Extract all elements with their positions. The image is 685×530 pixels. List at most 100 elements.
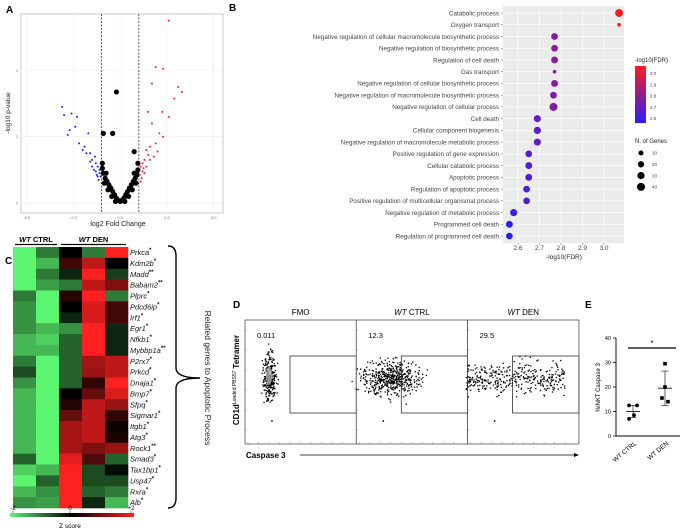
heatmap-cell xyxy=(82,399,106,411)
event xyxy=(469,381,472,383)
event xyxy=(271,361,273,363)
event xyxy=(398,395,400,397)
event xyxy=(393,369,395,371)
event xyxy=(542,385,544,387)
heatmap-cell xyxy=(36,399,60,411)
event xyxy=(268,351,270,353)
event xyxy=(275,374,277,376)
event xyxy=(494,381,497,383)
event xyxy=(394,378,396,381)
event xyxy=(391,374,393,377)
event xyxy=(362,371,365,373)
event xyxy=(373,375,375,377)
event xyxy=(521,368,523,371)
event xyxy=(380,391,382,393)
event xyxy=(391,370,393,373)
event xyxy=(409,369,411,371)
event xyxy=(537,359,539,361)
event xyxy=(273,376,275,378)
event xyxy=(411,375,413,377)
event xyxy=(401,378,403,381)
event xyxy=(496,386,498,388)
event xyxy=(426,369,428,371)
heatmap-cell xyxy=(59,257,83,270)
event xyxy=(389,378,391,380)
event xyxy=(261,360,264,362)
event xyxy=(521,383,523,385)
event xyxy=(392,380,394,382)
event xyxy=(371,360,374,362)
event xyxy=(421,373,424,376)
heatmap-cell xyxy=(36,431,60,444)
event xyxy=(399,369,401,371)
group-label: WT CTRL xyxy=(19,235,53,244)
event xyxy=(410,383,412,386)
event xyxy=(417,384,419,386)
event xyxy=(351,380,353,383)
point-up xyxy=(143,158,146,161)
heatmap-cell xyxy=(13,334,37,346)
event xyxy=(534,371,537,373)
x-tick-label: 0.0 xyxy=(117,215,123,220)
significance-stars: * xyxy=(159,466,162,472)
event xyxy=(392,382,394,384)
event xyxy=(526,378,529,380)
event xyxy=(404,376,407,378)
event xyxy=(502,362,504,365)
event xyxy=(398,390,401,392)
heatmap-cell xyxy=(59,247,83,259)
heatmap-cell xyxy=(13,497,37,509)
event xyxy=(505,386,507,388)
gene-name: Egr1 xyxy=(130,324,146,333)
event xyxy=(402,396,405,398)
event xyxy=(390,364,393,367)
event xyxy=(503,389,505,391)
event xyxy=(546,370,548,372)
event xyxy=(367,361,369,363)
heatmap-cell xyxy=(105,355,129,367)
event xyxy=(369,373,371,375)
event xyxy=(543,377,545,380)
event xyxy=(546,387,549,390)
event xyxy=(379,382,382,384)
event xyxy=(548,387,550,390)
event xyxy=(387,373,389,376)
event xyxy=(523,366,526,369)
event xyxy=(363,383,365,386)
event xyxy=(376,374,378,377)
category-label: Positive regulation of gene expression xyxy=(393,151,500,158)
event xyxy=(405,381,407,384)
event xyxy=(380,380,382,382)
event xyxy=(513,361,515,363)
event xyxy=(410,386,413,388)
heatmap-cell xyxy=(59,312,83,324)
event xyxy=(392,373,394,375)
plot-title-text: FMO xyxy=(292,308,310,317)
event xyxy=(481,379,484,381)
size-legend-dot xyxy=(637,161,645,168)
flow-plot: WT CTRL 12.3 xyxy=(351,308,468,445)
category-label: Apoptotic process xyxy=(449,175,499,182)
heatmap-cell xyxy=(82,323,106,335)
event xyxy=(520,388,523,390)
event xyxy=(408,387,410,389)
event xyxy=(390,371,392,374)
gene-name: Pdcd6ip xyxy=(130,302,157,311)
event xyxy=(418,379,420,382)
event xyxy=(375,370,377,373)
event xyxy=(506,371,508,373)
event xyxy=(485,372,488,374)
flow-plots: FMO 0.011 WT CTRL 12.3 WT DEN 29.5 Caspase 3 CD… xyxy=(232,308,580,460)
panel-label: B xyxy=(229,3,236,14)
point-up xyxy=(139,180,142,183)
caspase-dot-plot: 0 10 20 30 40 WT CTRL WT DEN * %iNKT Caspase 3- xyxy=(594,336,680,464)
event xyxy=(368,388,371,390)
event xyxy=(532,369,534,372)
category-label: Negative regulation of cellular process xyxy=(392,104,499,111)
event xyxy=(540,376,542,378)
event xyxy=(398,372,400,375)
event xyxy=(553,389,555,391)
event xyxy=(396,393,399,395)
event xyxy=(473,385,475,387)
